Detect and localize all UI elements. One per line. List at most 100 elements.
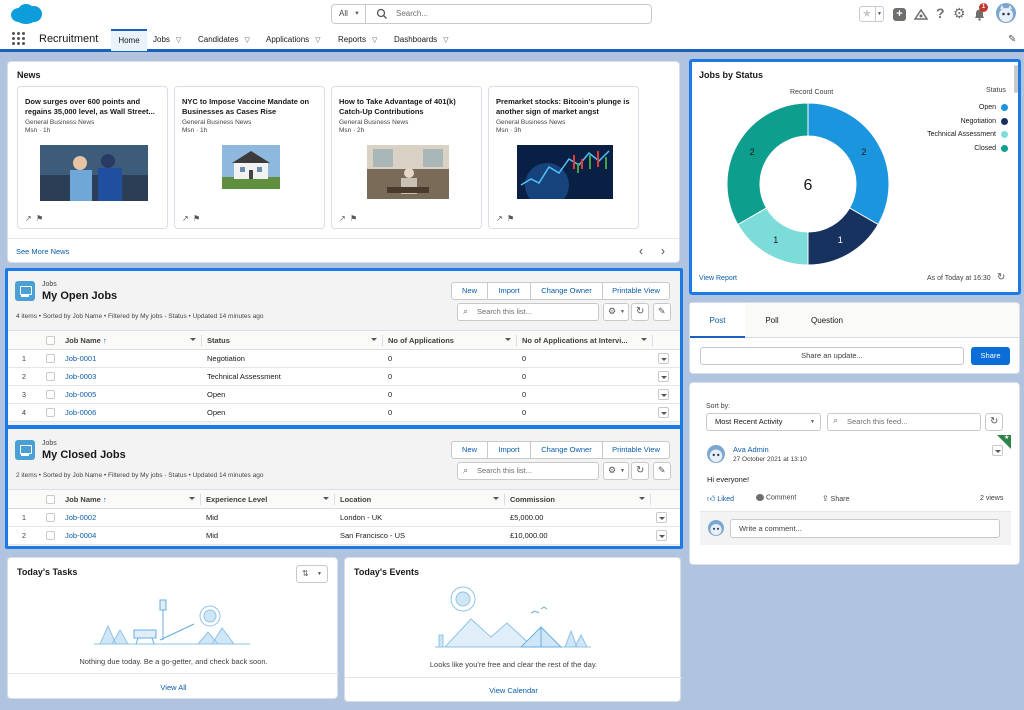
column-header-job-name[interactable]: Job Name ↑ [60,330,202,350]
refresh-button[interactable]: ↻ [631,462,649,480]
list-settings-button[interactable]: ⚙ ▼ [603,462,629,480]
column-menu-chevron-icon[interactable] [505,338,511,341]
flag-icon[interactable]: ⚑ [507,214,515,223]
tab-poll[interactable]: Poll [752,303,792,338]
row-actions-dropdown[interactable] [658,353,669,364]
tab-jobs[interactable]: Jobs ▽ [153,29,181,51]
list-title[interactable]: My Closed Jobs [42,449,126,461]
view-calendar-link[interactable]: View Calendar [489,686,538,695]
share-button[interactable]: Share [971,347,1010,365]
change-owner-button[interactable]: Change Owner [530,441,603,459]
job-name-link[interactable]: Job-0005 [60,385,202,404]
donut-slice-open[interactable] [807,102,890,226]
share-icon[interactable]: ↗ [182,214,189,223]
share-icon[interactable]: ↗ [339,214,346,223]
news-headline[interactable]: Premarket stocks: Bitcoin's plunge is an… [496,97,630,116]
trailhead-icon[interactable] [914,7,928,21]
job-name-link[interactable]: Job-0001 [60,349,202,368]
global-search[interactable]: All ▼ Search... [331,4,652,24]
tab-applications[interactable]: Applications ▽ [266,29,321,51]
list-settings-button[interactable]: ⚙ ▼ [603,303,629,321]
refresh-button[interactable]: ↻ [631,303,649,321]
chevron-down-icon[interactable]: ▽ [244,37,250,44]
column-header-applications-at-interview[interactable]: No of Applications at Intervi... [517,330,653,350]
setup-gear-icon[interactable]: ⚙ [953,5,966,21]
column-menu-chevron-icon[interactable] [323,497,329,500]
share-update-input[interactable]: Share an update... [700,347,964,365]
import-button[interactable]: Import [487,441,531,459]
column-menu-chevron-icon[interactable] [189,497,195,500]
list-search-input[interactable]: Search this list... [457,462,599,480]
row-actions-dropdown[interactable] [656,512,667,523]
legend-item[interactable]: Open [892,101,1008,115]
previous-arrow-icon[interactable]: ‹ [639,244,643,258]
comment-button[interactable]: Comment [756,494,796,501]
tab-dashboards[interactable]: Dashboards ▽ [394,29,449,51]
legend-item[interactable]: Closed [892,142,1008,156]
flag-icon[interactable]: ⚑ [193,214,201,223]
post-author-link[interactable]: Ava Admin [733,445,769,454]
next-arrow-icon[interactable]: › [661,244,665,258]
user-avatar[interactable] [996,3,1016,23]
row-actions-dropdown[interactable] [658,371,669,382]
scrollbar[interactable] [1014,65,1018,93]
tab-home[interactable]: Home [111,29,147,51]
favorites-button[interactable]: ★ ▼ [859,6,884,22]
view-all-link[interactable]: View All [160,683,187,692]
column-menu-chevron-icon[interactable] [641,338,647,341]
search-input[interactable]: Search... [396,9,429,18]
column-header-experience-level[interactable]: Experience Level [201,489,335,509]
import-button[interactable]: Import [487,282,531,300]
share-icon[interactable]: ↗ [25,214,32,223]
news-item[interactable]: Premarket stocks: Bitcoin's plunge is an… [488,86,639,229]
share-icon[interactable]: ↗ [496,214,503,223]
chevron-down-icon[interactable]: ▽ [443,37,449,44]
news-item[interactable]: Dow surges over 600 points and regains 3… [17,86,168,229]
row-checkbox[interactable] [46,372,55,382]
list-title[interactable]: My Open Jobs [42,290,118,302]
chevron-down-icon[interactable]: ▽ [175,37,182,44]
post-timestamp[interactable]: 27 October 2021 at 13:10 [733,456,807,463]
job-name-link[interactable]: Job-0002 [60,508,201,527]
list-search-input[interactable]: Search this list... [457,303,599,321]
chevron-down-icon[interactable]: ▽ [315,37,321,44]
printable-view-button[interactable]: Printable View [602,282,670,300]
printable-view-button[interactable]: Printable View [602,441,670,459]
row-actions-dropdown[interactable] [658,407,669,418]
task-filter-button[interactable]: ⇅ ▼ [296,565,328,583]
edit-nav-pencil-icon[interactable]: ✎ [1008,34,1017,45]
select-all-checkbox[interactable] [46,494,55,504]
column-header-job-name[interactable]: Job Name ↑ [60,489,201,509]
change-owner-button[interactable]: Change Owner [530,282,603,300]
tab-reports[interactable]: Reports ▽ [338,29,377,51]
news-headline[interactable]: NYC to Impose Vaccine Mandate on Busines… [182,97,310,116]
share-post-button[interactable]: ⇪ Share [822,494,849,503]
legend-item[interactable]: Technical Assessment [892,128,1008,142]
select-all-checkbox[interactable] [46,335,55,345]
tab-candidates[interactable]: Candidates ▽ [198,29,250,51]
see-more-news-link[interactable]: See More News [16,247,70,256]
app-launcher-icon[interactable] [12,32,25,45]
sort-select[interactable]: Most Recent Activity ▼ [706,413,821,431]
legend-item[interactable]: Negotiation [892,115,1008,129]
help-icon[interactable]: ? [936,5,945,21]
job-name-link[interactable]: Job-0006 [60,403,202,422]
column-menu-chevron-icon[interactable] [493,497,499,500]
view-report-link[interactable]: View Report [699,275,738,282]
row-checkbox[interactable] [46,531,55,541]
new-button[interactable]: New [451,441,488,459]
row-checkbox[interactable] [46,390,55,400]
inline-edit-button[interactable]: ✎ [653,303,671,321]
flag-icon[interactable]: ⚑ [36,214,44,223]
salesforce-logo-icon[interactable] [9,3,43,25]
row-actions-dropdown[interactable] [656,530,667,541]
column-menu-chevron-icon[interactable] [371,338,377,341]
row-checkbox[interactable] [46,513,55,523]
chevron-down-icon[interactable]: ▽ [372,37,378,44]
feed-search-input[interactable]: ⌕ Search this feed... [827,413,981,431]
refresh-icon[interactable]: ↻ [997,272,1006,283]
flag-icon[interactable]: ⚑ [350,214,358,223]
news-headline[interactable]: Dow surges over 600 points and regains 3… [25,97,155,116]
inline-edit-button[interactable]: ✎ [653,462,671,480]
search-scope-select[interactable]: All ▼ [332,5,366,23]
